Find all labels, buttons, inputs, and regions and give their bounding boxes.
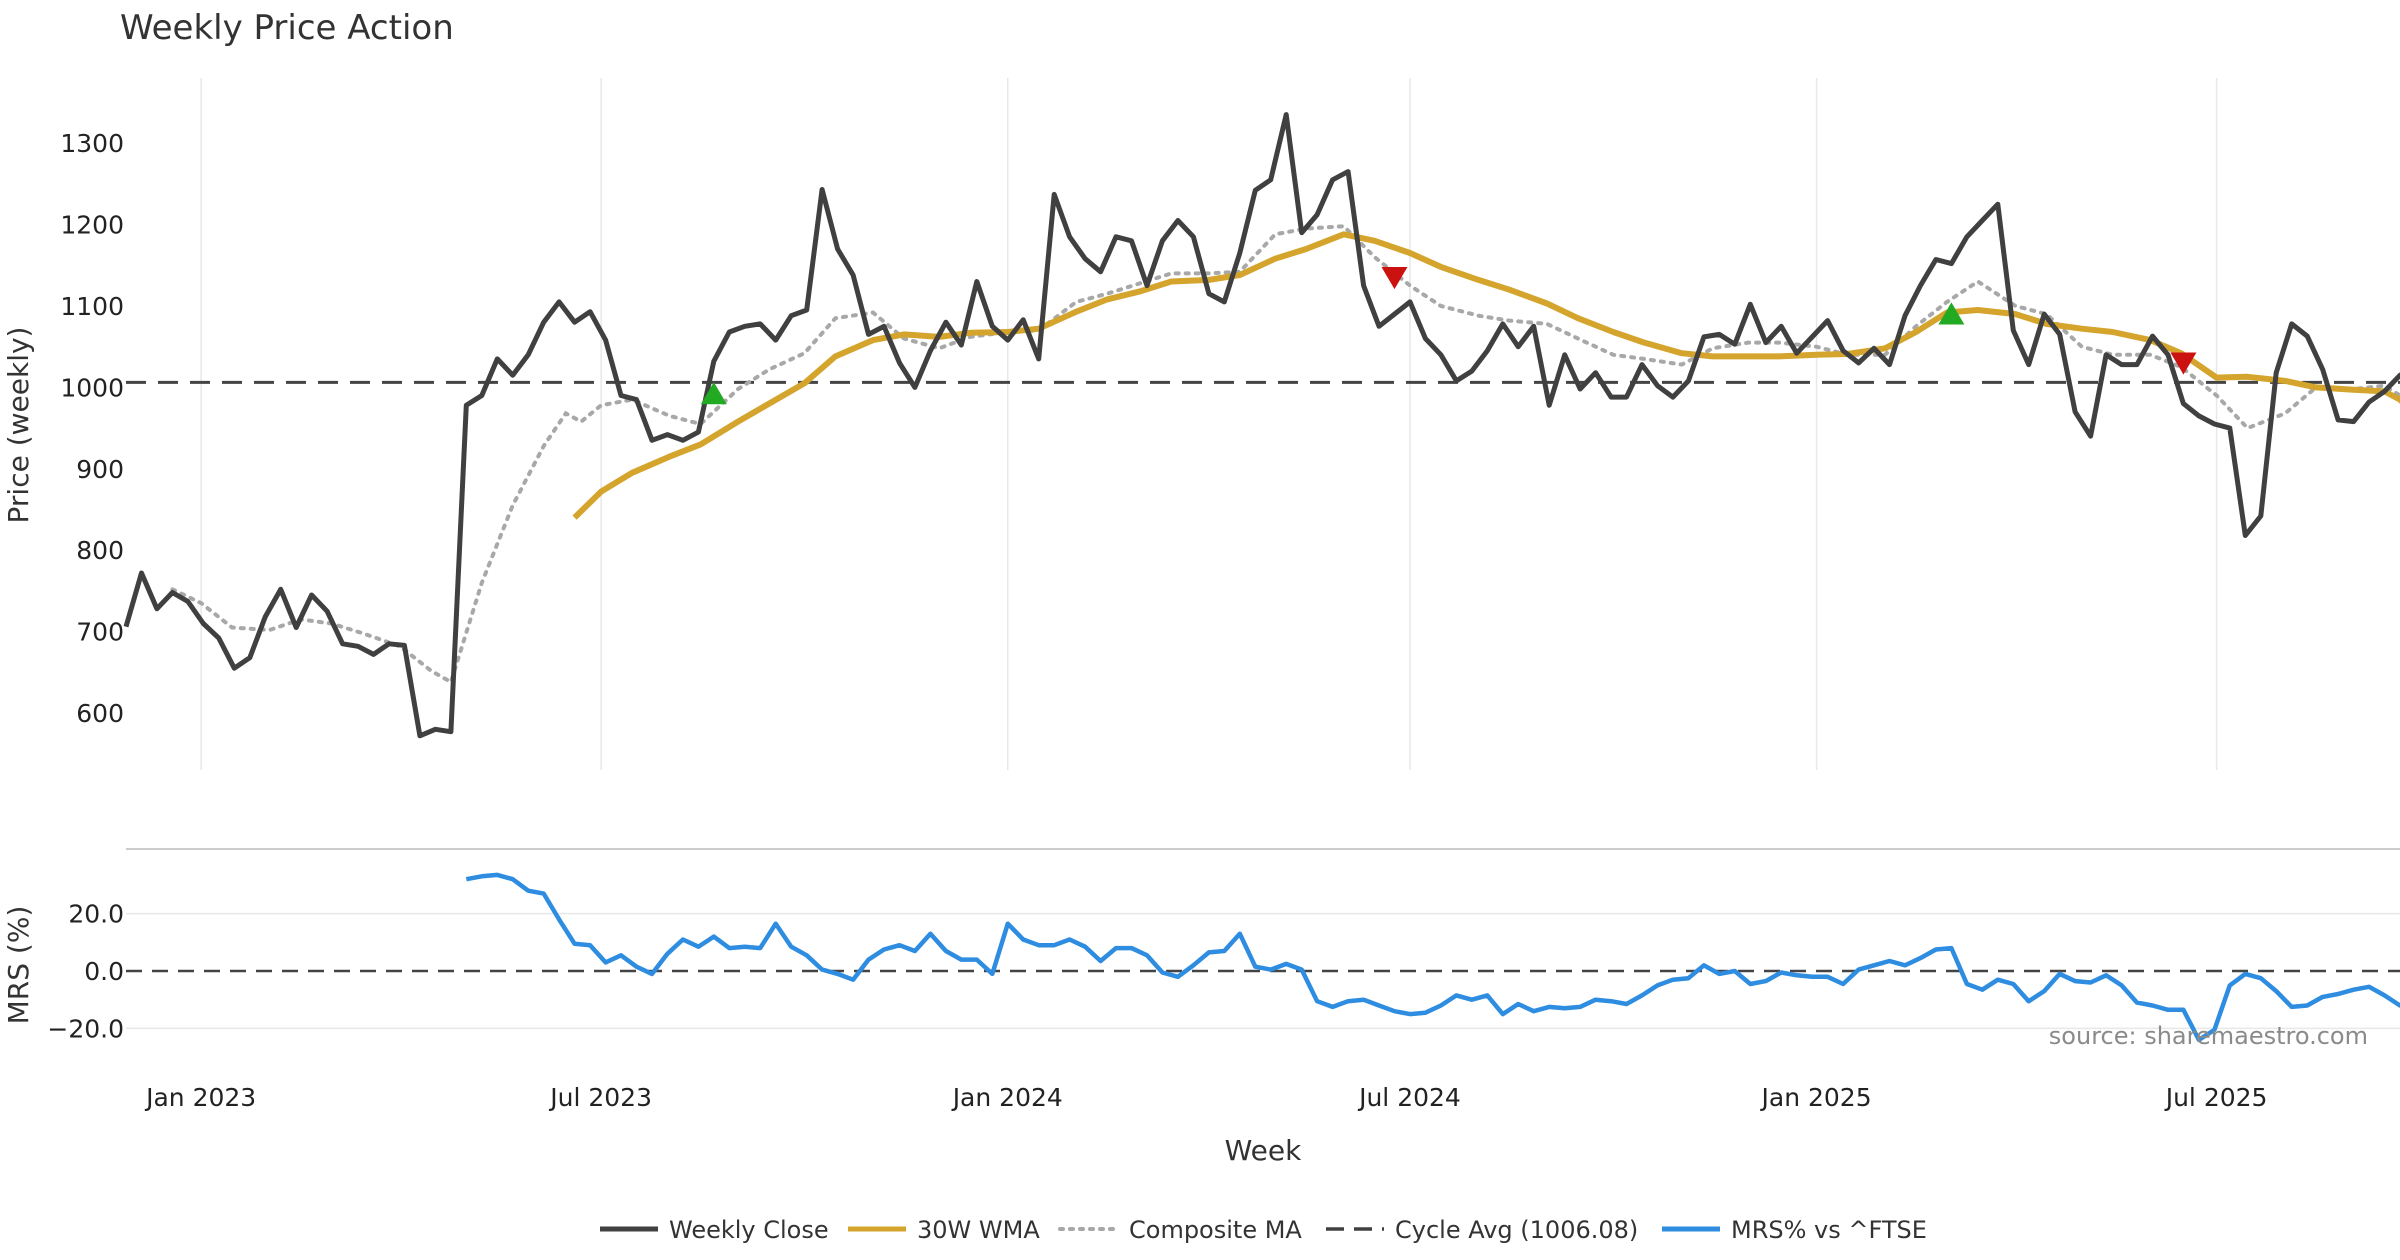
mrs-y-ticks: 20.0 0.0 −20.0	[47, 900, 124, 1044]
legend: Weekly Close 30W WMA Composite MA Cycle Avg…	[600, 1216, 1927, 1244]
price-y-axis-label: Price (weekly)	[2, 327, 35, 524]
x-tick-label: Jan 2025	[1760, 1083, 1872, 1112]
sell-signal-marker	[2170, 352, 2197, 375]
mrs-line	[465, 872, 2400, 1043]
price-y-tick-label: 600	[76, 699, 124, 728]
mrs-y-tick-label: 20.0	[68, 900, 124, 929]
x-tick-label: Jan 2024	[951, 1083, 1063, 1112]
x-tick-label: Jul 2024	[1357, 1083, 1461, 1112]
legend-label-mrs: MRS% vs ^FTSE	[1731, 1216, 1927, 1244]
buy-signal-marker	[1938, 302, 1965, 325]
x-axis-label: Week	[1225, 1134, 1302, 1167]
wma-30-line	[572, 231, 2400, 520]
price-panel: 600 700 800 900 1000 1100 1200 1300	[60, 78, 2400, 770]
price-y-ticks: 600 700 800 900 1000 1100 1200 1300	[60, 129, 124, 728]
price-y-tick-label: 700	[76, 618, 124, 647]
price-y-tick-label: 900	[76, 455, 124, 484]
price-y-tick-label: 1100	[60, 292, 124, 321]
legend-label-composite_ma: Composite MA	[1129, 1216, 1302, 1244]
mrs-y-axis-label: MRS (%)	[2, 906, 35, 1025]
price-y-tick-label: 800	[76, 536, 124, 565]
mrs-grid	[126, 912, 2400, 1030]
buy-signal-marker	[700, 382, 727, 405]
signal-markers	[700, 267, 2197, 405]
price-grid	[200, 78, 2218, 770]
sell-signal-marker	[1381, 267, 1408, 290]
weekly-close-line	[123, 112, 2400, 739]
legend-label-weekly_close: Weekly Close	[669, 1216, 829, 1244]
legend-label-wma_30: 30W WMA	[917, 1216, 1040, 1244]
x-tick-label: Jul 2023	[548, 1083, 652, 1112]
mrs-panel: 20.0 0.0 −20.0	[47, 872, 2400, 1044]
source-label: source: sharemaestro.com	[2049, 1022, 2368, 1050]
composite-ma-line	[170, 224, 2400, 686]
chart-title: Weekly Price Action	[120, 8, 454, 48]
price-y-tick-label: 1200	[60, 211, 124, 240]
mrs-y-tick-label: −20.0	[47, 1014, 124, 1043]
mrs-y-tick-label: 0.0	[84, 957, 124, 986]
x-axis-ticks: Jan 2023 Jul 2023 Jan 2024 Jul 2024 Jan 2025…	[144, 1083, 2267, 1112]
price-y-tick-label: 1000	[60, 373, 124, 402]
price-y-tick-label: 1300	[60, 129, 124, 158]
x-tick-label: Jul 2025	[2164, 1083, 2268, 1112]
legend-label-cycle_avg: Cycle Avg (1006.08)	[1395, 1216, 1638, 1244]
x-tick-label: Jan 2023	[144, 1083, 256, 1112]
